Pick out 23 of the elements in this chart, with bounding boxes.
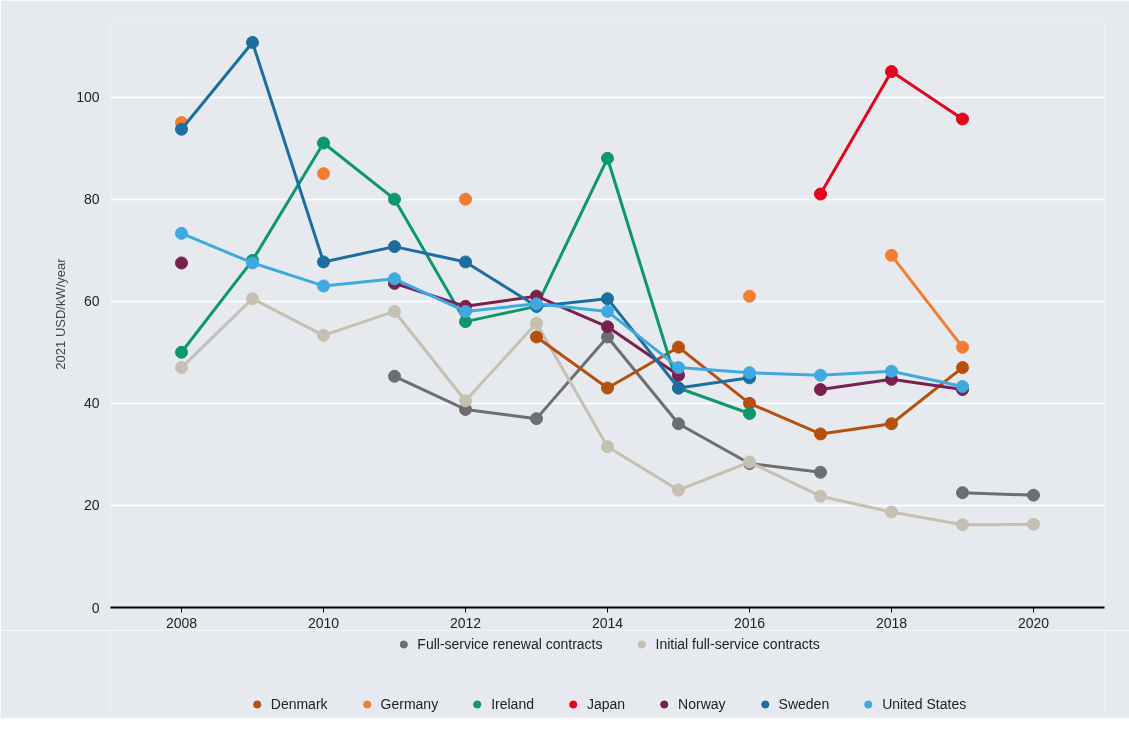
- legend-label: Japan: [586, 696, 626, 712]
- legend-label: Norway: [678, 696, 726, 712]
- y-tick-label: 40: [83, 395, 100, 412]
- x-tick-label: 2012: [449, 614, 482, 631]
- x-tick-label: 2020: [1017, 614, 1050, 631]
- y-tick-label: 0: [91, 599, 100, 616]
- legend-label: Initial full-service contracts: [655, 636, 820, 652]
- y-tick-label: 80: [83, 191, 100, 208]
- x-tick-label: 2014: [591, 614, 624, 631]
- legend-label: Full-service renewal contracts: [417, 636, 603, 652]
- legend-label: Denmark: [270, 696, 328, 712]
- x-tick-label: 2016: [733, 614, 766, 631]
- y-axis-title: 2021 USD/kW/year: [53, 257, 69, 370]
- y-tick-label: 100: [76, 89, 100, 106]
- x-tick-label: 2010: [307, 614, 340, 631]
- legend-label: Germany: [380, 696, 439, 712]
- y-tick-label: 60: [83, 293, 100, 310]
- legend-label: United States: [882, 696, 967, 712]
- legend-label: Ireland: [491, 696, 534, 712]
- y-tick-label: 20: [83, 497, 100, 514]
- legend-label: Sweden: [778, 696, 830, 712]
- x-tick-label: 2018: [875, 614, 908, 631]
- x-tick-label: 2008: [165, 614, 198, 631]
